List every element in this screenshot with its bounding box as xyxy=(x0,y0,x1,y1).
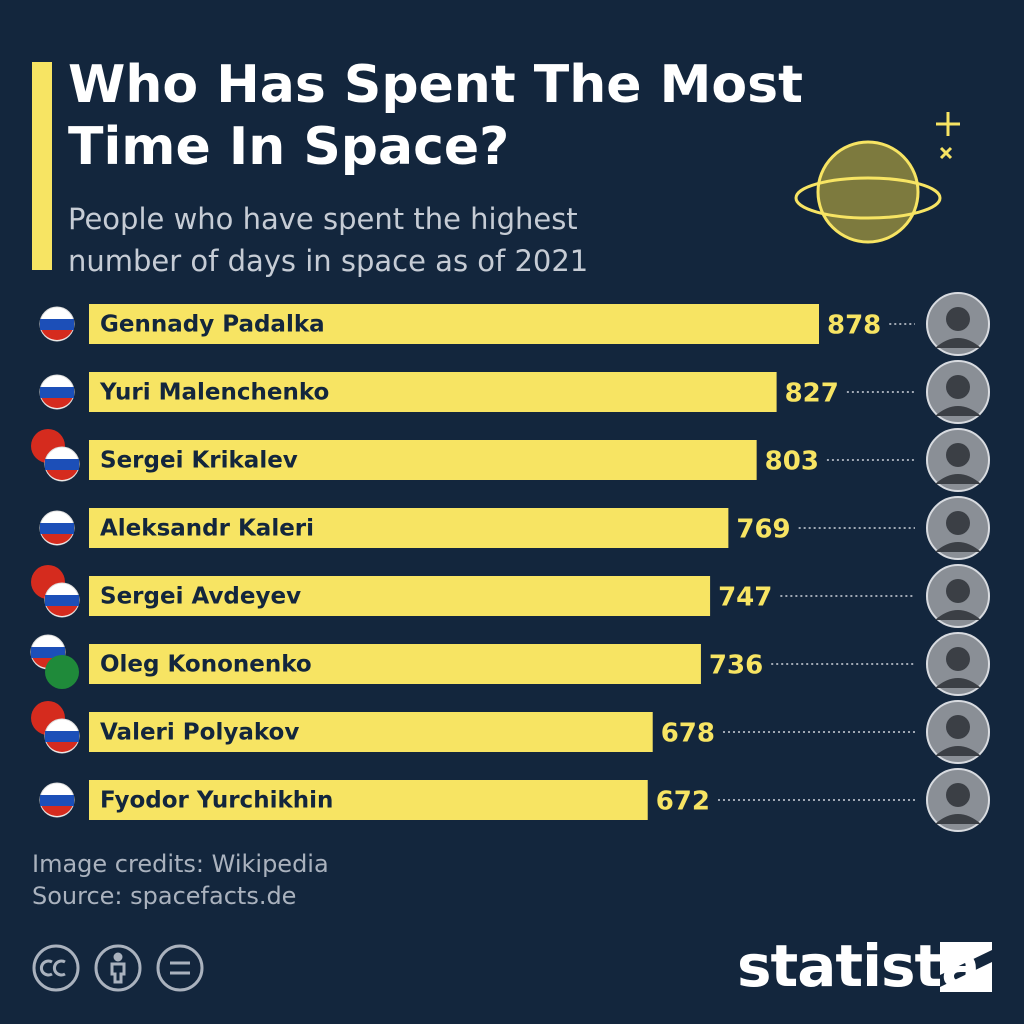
portrait xyxy=(935,474,981,484)
flag xyxy=(46,606,78,617)
flag xyxy=(45,595,79,606)
value-label: 878 xyxy=(827,311,881,341)
flag xyxy=(46,742,78,753)
credits: Image credits: Wikipedia xyxy=(32,850,329,878)
bar xyxy=(89,508,729,548)
flag xyxy=(45,731,79,742)
value-label: 769 xyxy=(736,515,790,545)
portrait xyxy=(935,678,981,688)
value-label: 827 xyxy=(785,379,839,409)
flag xyxy=(40,795,74,806)
portrait xyxy=(935,406,981,416)
portrait xyxy=(946,443,970,467)
source: Source: spacefacts.de xyxy=(32,882,297,910)
flag xyxy=(41,806,73,817)
category-label: Yuri Malenchenko xyxy=(99,380,329,406)
portrait xyxy=(946,375,970,399)
bar xyxy=(89,440,757,480)
portrait xyxy=(946,579,970,603)
portrait xyxy=(935,338,981,348)
category-label: Sergei Avdeyev xyxy=(100,584,301,610)
bar xyxy=(89,712,653,752)
flag xyxy=(40,523,74,534)
category-label: Sergei Krikalev xyxy=(100,448,298,474)
category-label: Valeri Polyakov xyxy=(100,720,299,746)
category-label: Aleksandr Kaleri xyxy=(100,516,314,542)
flag xyxy=(45,655,79,689)
value-label: 672 xyxy=(656,787,710,817)
flag xyxy=(41,330,73,341)
title: Who Has Spent The Most Time In Space? xyxy=(68,55,803,177)
flag xyxy=(46,470,78,481)
category-label: Fyodor Yurchikhin xyxy=(100,788,333,814)
flag xyxy=(40,387,74,398)
portrait xyxy=(946,647,970,671)
portrait xyxy=(946,715,970,739)
value-label: 803 xyxy=(765,447,819,477)
subtitle: People who have spent the highest number… xyxy=(68,202,589,278)
brand: statista xyxy=(737,932,980,1000)
portrait xyxy=(946,511,970,535)
flag xyxy=(40,319,74,330)
bar xyxy=(89,372,777,412)
bar xyxy=(89,576,711,616)
flag xyxy=(41,534,73,545)
value-label: 678 xyxy=(661,719,715,749)
flag xyxy=(41,398,73,409)
license-icons xyxy=(32,944,204,992)
bar xyxy=(89,304,819,344)
flag xyxy=(45,459,79,470)
portrait xyxy=(946,783,970,807)
value-label: 736 xyxy=(709,651,763,681)
category-label: Gennady Padalka xyxy=(100,312,325,338)
flag xyxy=(31,647,65,658)
planet-decoration xyxy=(794,112,960,244)
accent-bar xyxy=(32,62,52,270)
value-label: 747 xyxy=(718,583,772,613)
portrait xyxy=(946,307,970,331)
bar xyxy=(89,780,648,820)
brand-icon xyxy=(940,942,992,992)
portrait xyxy=(935,542,981,552)
portrait xyxy=(935,814,981,824)
category-label: Oleg Kononenko xyxy=(100,652,312,678)
portrait xyxy=(935,746,981,756)
bar xyxy=(89,644,701,684)
portrait xyxy=(935,610,981,620)
